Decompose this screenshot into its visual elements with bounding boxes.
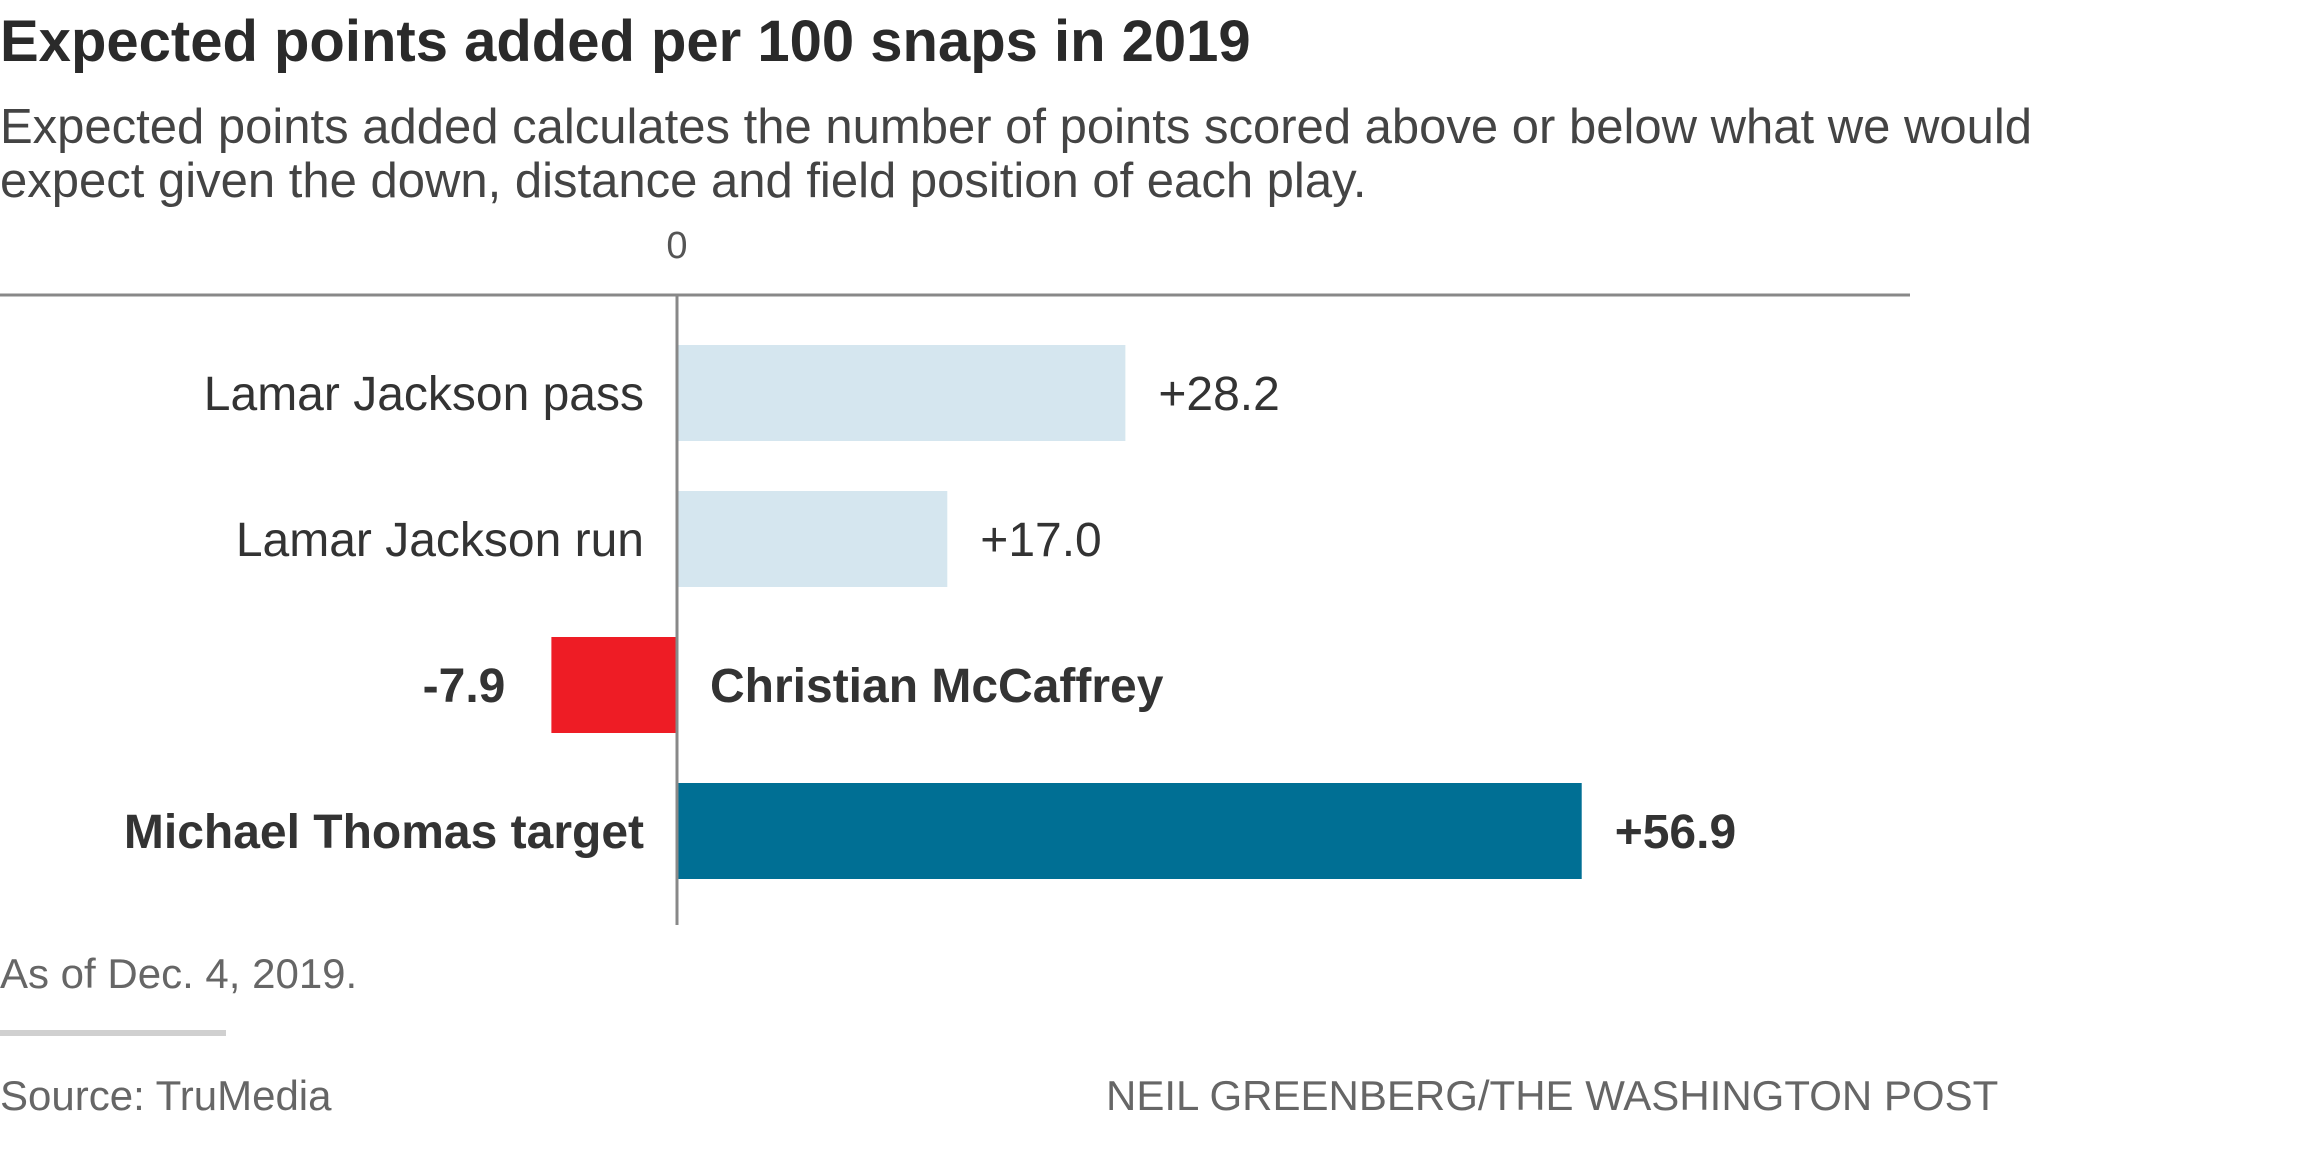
bar [677, 491, 948, 587]
bar [677, 783, 1582, 879]
category-label: Christian McCaffrey [710, 660, 1164, 713]
credit-line: NEIL GREENBERG/THE WASHINGTON POST [1106, 1072, 1999, 1119]
zero-tick-label: 0 [666, 225, 687, 267]
date-note: As of Dec. 4, 2019. [0, 950, 358, 997]
bar [551, 637, 677, 733]
chart-subtitle: Expected points added calculates the num… [0, 100, 2033, 208]
bar [677, 345, 1126, 441]
value-label: +17.0 [980, 514, 1101, 567]
value-label: +56.9 [1615, 806, 1736, 859]
category-label: Lamar Jackson pass [204, 368, 644, 421]
value-label: +28.2 [1158, 368, 1279, 421]
chart-title: Expected points added per 100 snaps in 2… [0, 9, 1251, 74]
category-label: Michael Thomas target [124, 806, 644, 859]
value-label: -7.9 [423, 660, 506, 713]
category-label: Lamar Jackson run [236, 514, 644, 567]
source-note: Source: TruMedia [0, 1072, 332, 1119]
bar-chart: 0 Lamar Jackson pass +28.2 Lamar Jackson ru… [0, 225, 1910, 925]
footer-divider [0, 1030, 226, 1036]
